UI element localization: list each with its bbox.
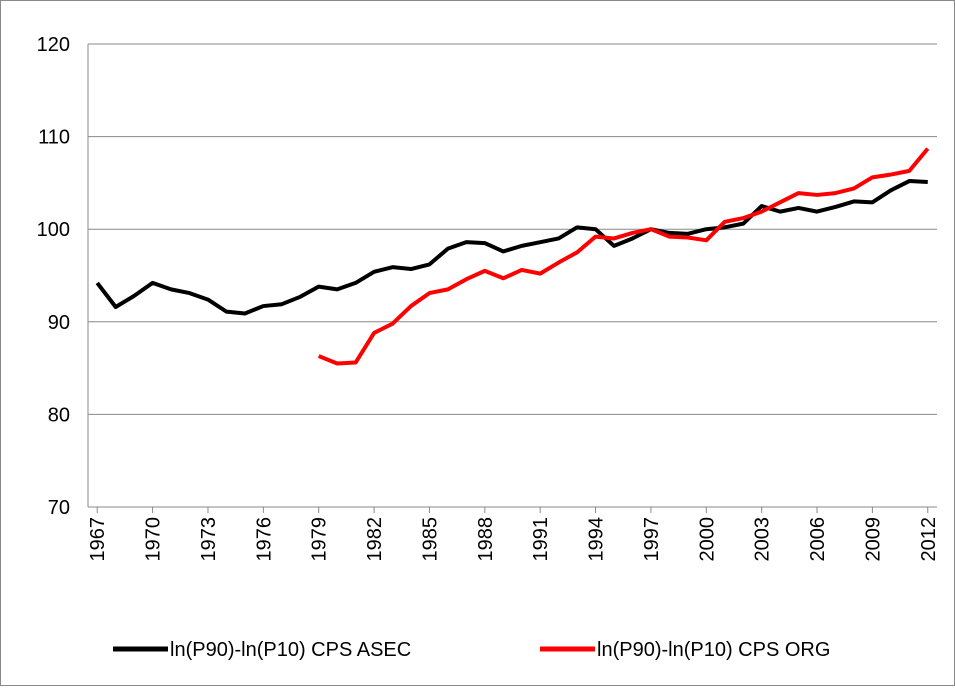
legend-label: ln(P90)-ln(P10) CPS ORG: [597, 639, 830, 661]
x-tick-label: 2000: [696, 517, 718, 562]
x-tick-label: 1994: [586, 517, 608, 562]
y-tick-label: 100: [37, 219, 70, 241]
y-tick-label: 120: [37, 34, 70, 56]
x-tick-label: 1985: [419, 517, 441, 562]
x-tick-label: 1991: [530, 517, 552, 562]
x-tick-label: 2009: [862, 517, 884, 562]
y-tick-label: 110: [38, 127, 70, 149]
x-tick-label: 1973: [198, 517, 220, 562]
y-tick-label: 70: [48, 497, 70, 519]
y-tick-label: 90: [48, 312, 70, 334]
legend-label: ln(P90)-ln(P10) CPS ASEC: [170, 639, 411, 661]
x-tick-label: 2006: [807, 517, 829, 562]
x-tick-label: 1982: [364, 517, 386, 562]
y-tick-label: 80: [48, 404, 70, 426]
data-line: [317, 147, 930, 366]
x-tick-label: 1976: [253, 517, 275, 562]
x-tick-label: 2003: [752, 517, 774, 562]
x-tick-label: 1967: [87, 517, 109, 562]
x-tick-label: 1988: [475, 517, 497, 562]
data-line: [95, 179, 928, 316]
x-tick-label: 1979: [309, 517, 331, 562]
x-tick-label: 1997: [641, 517, 663, 562]
x-tick-label: 2012: [918, 517, 940, 562]
x-tick-label: 1970: [143, 517, 165, 562]
